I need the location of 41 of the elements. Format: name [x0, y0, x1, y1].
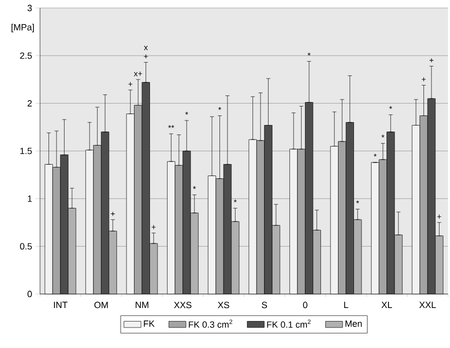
legend-label: Men [346, 320, 362, 327]
x-tick-label: INT [54, 302, 68, 308]
y-tick-label: 1 [28, 196, 32, 202]
annotation: * [234, 199, 237, 202]
annotation: + [437, 214, 442, 219]
x-tick-label: XS [218, 302, 230, 308]
x-tick-label: OM [94, 302, 108, 308]
y-tick-label: 0.5 [20, 243, 32, 250]
annotation: + [128, 82, 132, 86]
annotation: x [144, 46, 148, 50]
legend-label: FK 0.1 cm$^{2}$ [267, 320, 311, 328]
annotation: * [185, 112, 188, 115]
legend-label: FK 0.3 cm$^{2}$ [188, 320, 232, 328]
annotation: + [430, 58, 434, 62]
legend-label: FK [144, 320, 155, 327]
annotation: * [389, 106, 392, 109]
annotation: ** [168, 125, 174, 128]
annotation: * [218, 107, 222, 110]
y-tick-label: 2.5 [20, 52, 32, 59]
y-axis-title: [MPa] [12, 24, 34, 32]
x-tick-label: NM [136, 302, 148, 308]
x-tick-label: S [262, 302, 267, 308]
y-tick-label: 0 [28, 290, 32, 298]
annotation: * [356, 200, 360, 204]
y-tick-label: 1.5 [20, 148, 32, 154]
annotation: + [152, 225, 156, 230]
x-tick-label: XXL [419, 302, 436, 308]
y-tick-label: 3 [28, 4, 32, 12]
annotation: + [422, 77, 426, 82]
annotation: * [374, 154, 377, 157]
x-tick-label: XXS [174, 302, 192, 308]
x-tick-label: XL [382, 302, 392, 308]
x-tick-label: L [344, 302, 348, 308]
annotation: + [110, 212, 115, 216]
annotation: * [308, 52, 311, 56]
annotation: * [193, 186, 196, 189]
x-tick-label: 0 [303, 302, 308, 308]
y-tick-label: 2 [28, 100, 32, 106]
annotation: x+ [134, 72, 142, 76]
annotation: + [144, 54, 148, 58]
annotation: * [381, 134, 384, 138]
